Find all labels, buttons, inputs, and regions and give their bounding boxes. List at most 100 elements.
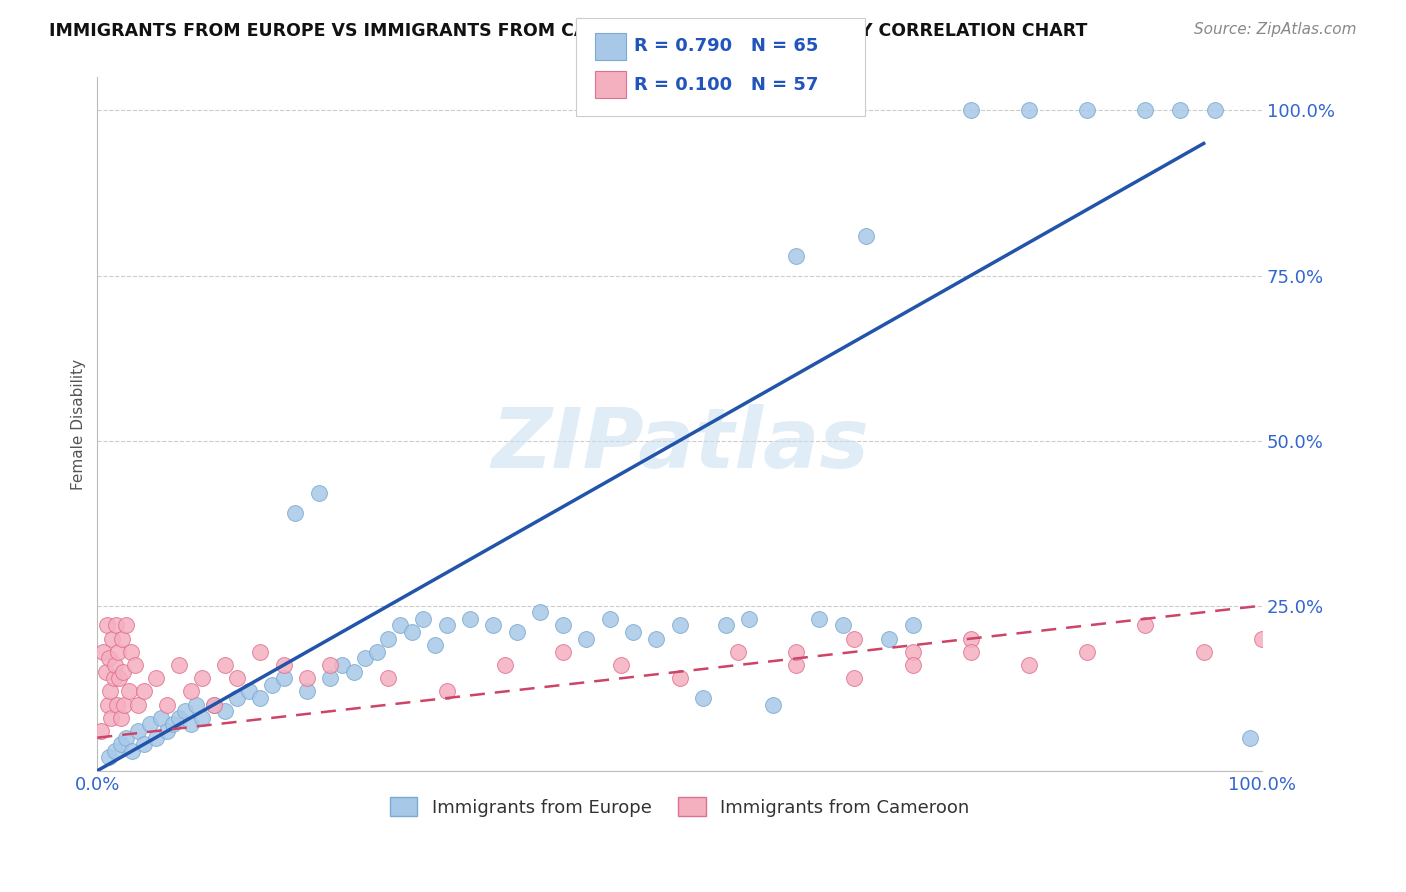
Point [180, 684, 202, 698]
Point [1018, 103, 1040, 118]
Point [366, 645, 388, 659]
Point [132, 737, 155, 751]
Point [716, 618, 738, 632]
Point [104, 618, 127, 632]
Point [112, 698, 135, 712]
Point [959, 103, 981, 118]
Point [214, 704, 236, 718]
Point [124, 658, 146, 673]
Text: ZIPatlas: ZIPatlas [491, 404, 869, 485]
Point [668, 671, 690, 685]
Point [436, 618, 458, 632]
Point [202, 698, 225, 712]
Legend: Immigrants from Europe, Immigrants from Cameroon: Immigrants from Europe, Immigrants from … [382, 790, 977, 824]
Point [482, 618, 505, 632]
Text: R = 0.790   N = 65: R = 0.790 N = 65 [634, 37, 818, 55]
Point [553, 618, 575, 632]
Point [191, 671, 214, 685]
Point [120, 645, 142, 659]
Point [692, 691, 714, 706]
Point [94, 665, 117, 679]
Point [90, 724, 112, 739]
Point [118, 684, 141, 698]
Point [901, 618, 924, 632]
Point [808, 612, 831, 626]
Point [877, 632, 900, 646]
Point [108, 671, 131, 685]
Point [401, 625, 423, 640]
Point [249, 691, 271, 706]
Point [377, 632, 399, 646]
Point [107, 645, 129, 659]
Point [901, 645, 924, 659]
Point [1192, 645, 1215, 659]
Point [139, 717, 162, 731]
Text: R = 0.100   N = 57: R = 0.100 N = 57 [634, 76, 818, 94]
Point [610, 658, 633, 673]
Point [156, 698, 179, 712]
Point [162, 717, 184, 731]
Point [844, 632, 866, 646]
Point [226, 691, 249, 706]
Point [377, 671, 399, 685]
Point [145, 671, 167, 685]
Point [150, 711, 173, 725]
Point [494, 658, 516, 673]
Point [1018, 658, 1040, 673]
Point [260, 678, 283, 692]
Point [249, 645, 271, 659]
Point [105, 698, 128, 712]
Point [831, 618, 853, 632]
Point [202, 698, 225, 712]
Point [1076, 103, 1098, 118]
Point [103, 671, 125, 685]
Point [96, 618, 118, 632]
Point [273, 671, 295, 685]
Point [127, 698, 149, 712]
Point [100, 711, 122, 725]
Point [553, 645, 575, 659]
Point [1170, 103, 1192, 118]
Point [959, 632, 981, 646]
Point [121, 744, 143, 758]
Point [191, 711, 214, 725]
Point [785, 658, 807, 673]
Point [115, 731, 138, 745]
Point [91, 645, 114, 659]
Point [319, 658, 342, 673]
Point [111, 632, 134, 646]
Point [115, 618, 138, 632]
Point [145, 731, 167, 745]
Point [1239, 731, 1261, 745]
Point [110, 737, 132, 751]
Point [668, 618, 690, 632]
Point [855, 228, 877, 243]
Text: IMMIGRANTS FROM EUROPE VS IMMIGRANTS FROM CAMEROON FEMALE DISABILITY CORRELATION: IMMIGRANTS FROM EUROPE VS IMMIGRANTS FRO… [49, 22, 1088, 40]
Point [505, 625, 527, 640]
Point [785, 645, 807, 659]
Point [173, 704, 195, 718]
Point [238, 684, 260, 698]
Point [98, 651, 121, 665]
Point [389, 618, 412, 632]
Point [412, 612, 434, 626]
Point [111, 665, 134, 679]
Point [273, 658, 295, 673]
Point [97, 698, 120, 712]
Y-axis label: Female Disability: Female Disability [72, 359, 86, 490]
Point [621, 625, 644, 640]
Point [214, 658, 236, 673]
Point [645, 632, 668, 646]
Point [167, 711, 190, 725]
Point [98, 684, 121, 698]
Point [319, 671, 342, 685]
Point [901, 658, 924, 673]
Point [295, 684, 318, 698]
Point [186, 698, 208, 712]
Point [110, 711, 132, 725]
Point [284, 506, 307, 520]
Point [1135, 103, 1157, 118]
Point [1076, 645, 1098, 659]
Point [101, 632, 124, 646]
Point [308, 486, 330, 500]
